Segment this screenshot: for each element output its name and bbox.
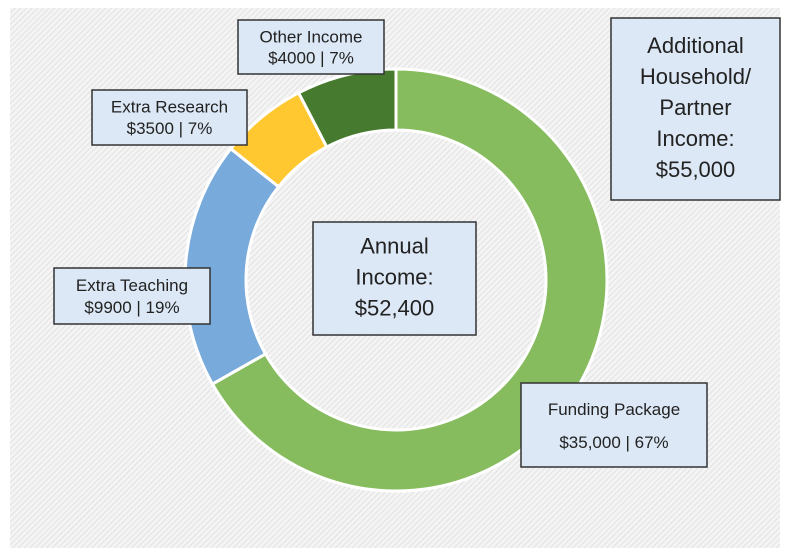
side-text: Household/ [640,64,752,89]
side-text: Income: [656,126,734,151]
category-label: Funding Package [548,400,680,419]
label-box [520,382,708,468]
category-label: Other Income [260,27,363,46]
value-label: $3500 | 7% [127,119,213,138]
center-text: Income: [355,264,433,289]
value-label: $35,000 | 67% [559,433,668,452]
category-label: Extra Teaching [76,276,188,295]
text-box [312,221,477,336]
side-text: Partner [659,95,731,120]
label-box [91,89,248,146]
side-text: Additional [647,33,744,58]
label-box [53,267,211,325]
value-label: $4000 | 7% [268,48,354,67]
center-text: Annual [360,233,429,258]
center-text: $52,400 [355,295,435,320]
side-text: $55,000 [656,157,736,182]
text-box [610,17,781,201]
category-label: Extra Research [111,98,228,117]
donut-slice [210,67,609,493]
label-box [237,19,385,75]
value-label: $9900 | 19% [84,298,179,317]
donut-slice [296,67,398,149]
